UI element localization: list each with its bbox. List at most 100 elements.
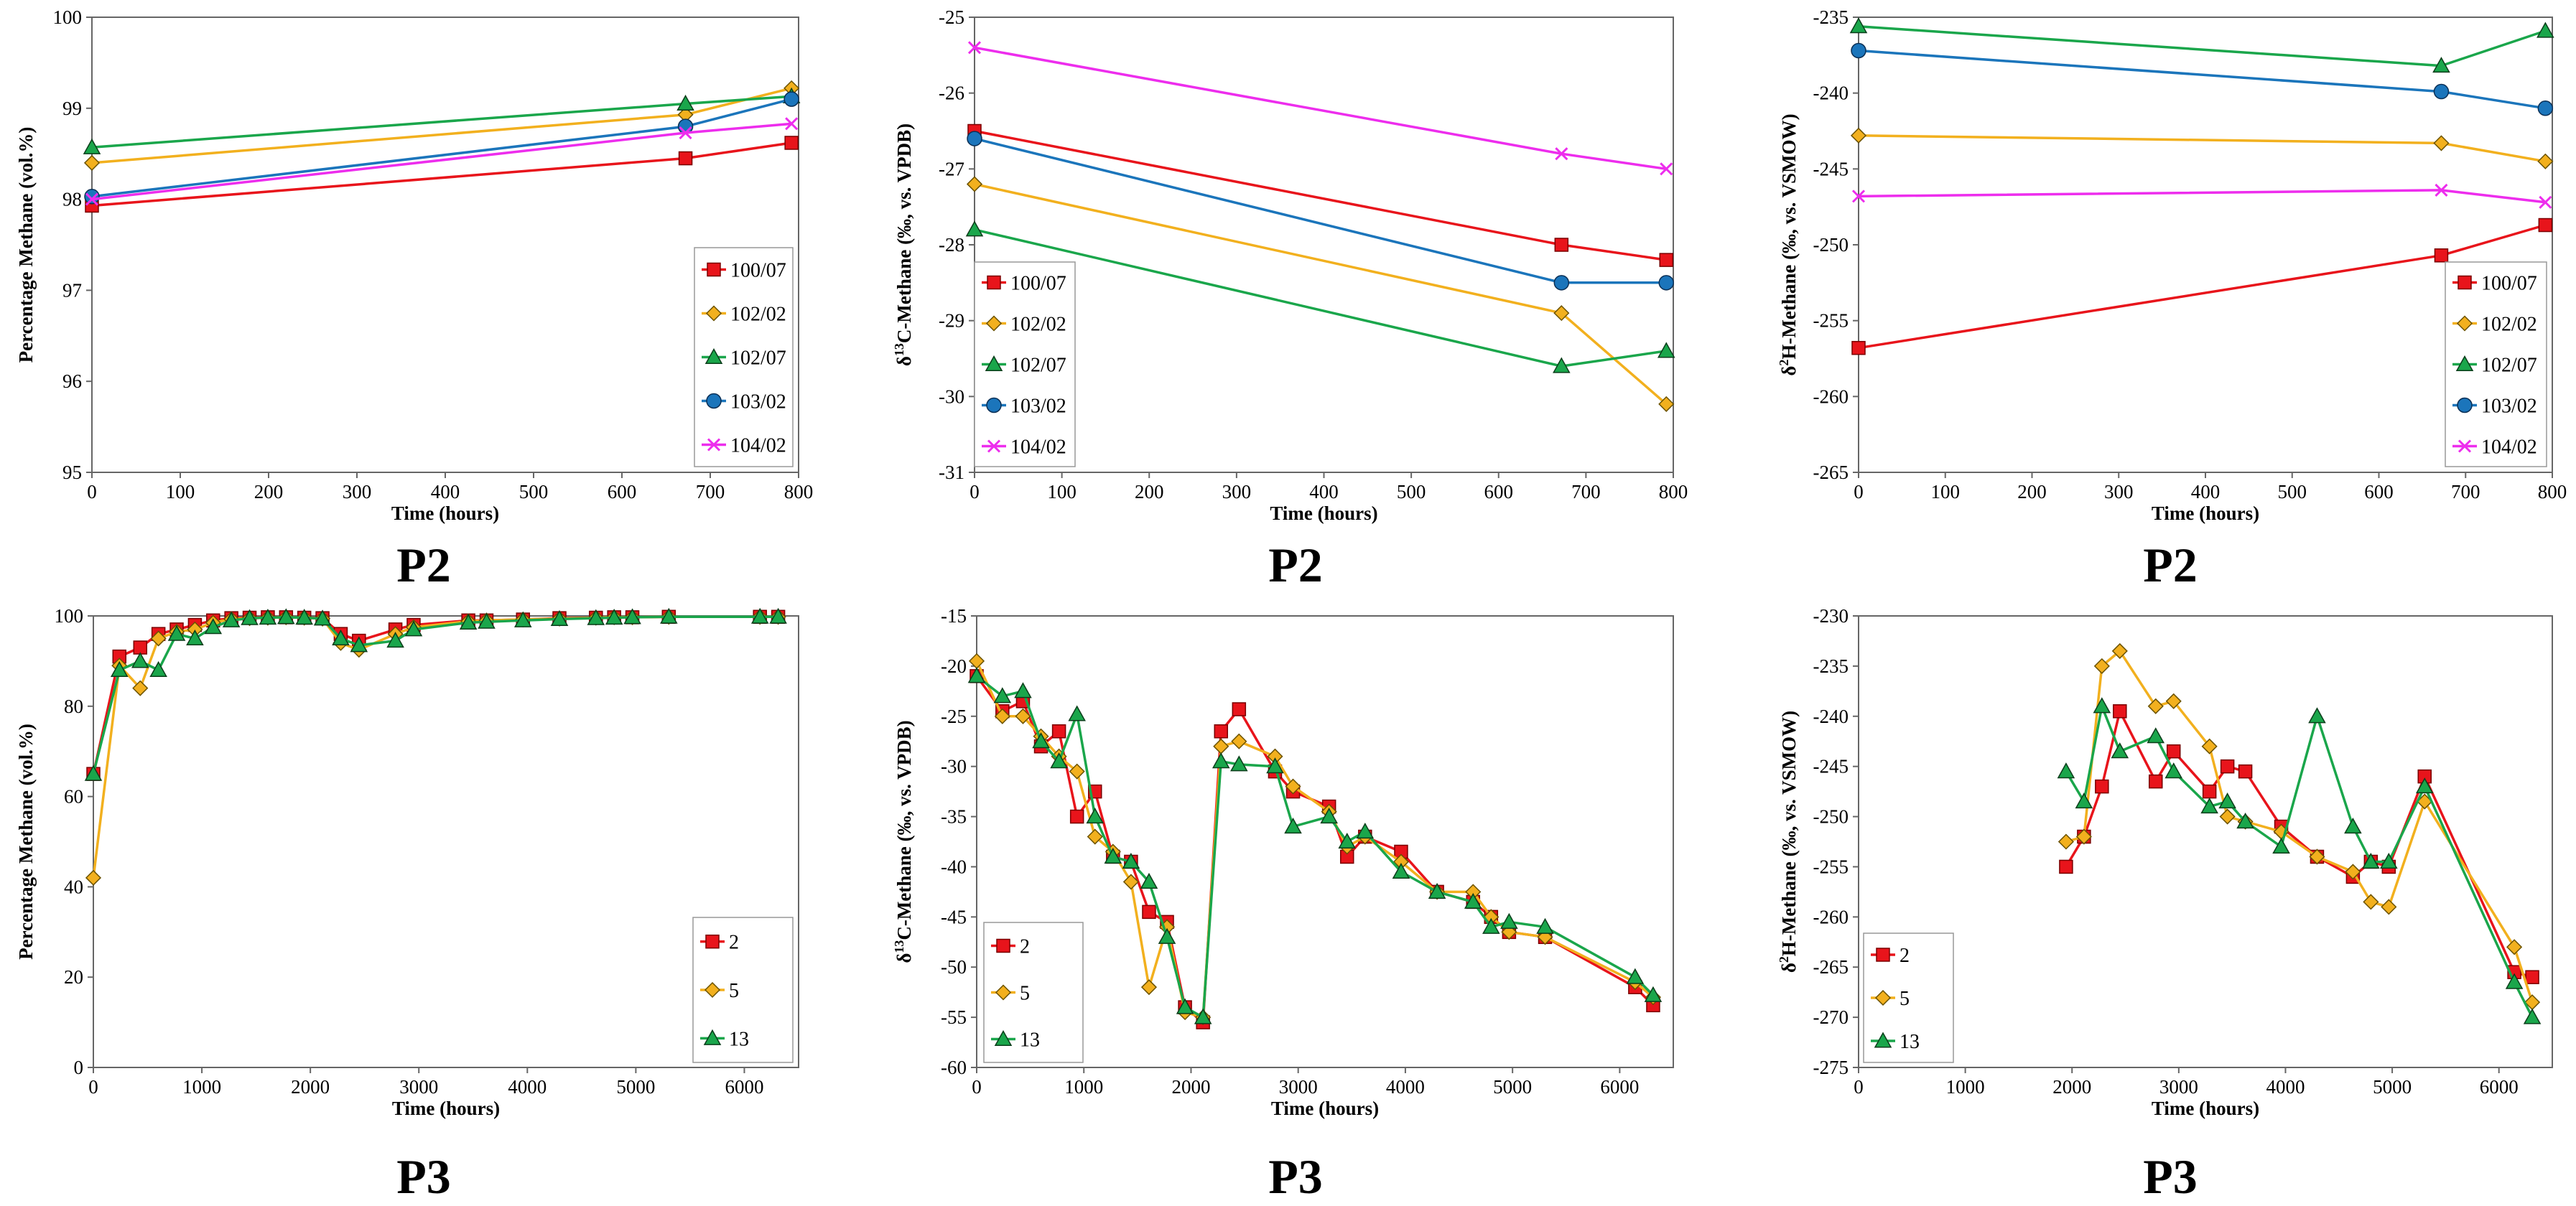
legend-marker: [987, 439, 1001, 453]
legend-marker: [994, 1029, 1013, 1047]
data-point: [1644, 986, 1663, 1002]
y-tick-label: -260: [1813, 385, 1849, 407]
data-point: [550, 609, 569, 626]
x-axis-label: Time (hours): [1270, 502, 1377, 524]
data-point: [1428, 882, 1446, 899]
legend-marker: [1874, 989, 1892, 1006]
data-point: [1338, 832, 1357, 849]
data-point: [966, 176, 983, 192]
x-axis-label: Time (hours): [392, 1098, 500, 1119]
data-point: [1659, 253, 1674, 267]
data-point: [2537, 153, 2554, 169]
x-axis-label: Time (hours): [2152, 1098, 2259, 1119]
data-point: [167, 625, 186, 641]
legend-label: 100/07: [2481, 273, 2537, 295]
data-point: [2537, 100, 2554, 116]
y-tick-label: -30: [939, 385, 964, 407]
data-point: [2538, 218, 2553, 233]
data-point: [513, 611, 532, 627]
x-tick-label: 800: [784, 481, 814, 502]
y-tick-label: -55: [941, 1006, 967, 1028]
y-tick-label: 0: [74, 1057, 84, 1078]
data-point: [2363, 894, 2379, 910]
y-tick-label: -26: [939, 83, 964, 104]
legend-marker: [705, 347, 723, 365]
y-tick-label: -260: [1813, 906, 1849, 927]
y-tick-label: -60: [941, 1057, 967, 1078]
data-point: [1232, 702, 1247, 716]
data-point: [750, 607, 769, 624]
data-point: [2165, 762, 2182, 779]
data-point: [1553, 305, 1570, 322]
data-point: [204, 618, 223, 635]
legend-label: 102/07: [730, 347, 786, 370]
chart-panel-2: -31 -30 -29 -28 -27 -26 -25 0 100 200 300 400 500 600…: [892, 6, 1688, 592]
legend-label: 102/07: [1010, 355, 1066, 377]
x-tick-label: 5000: [1493, 1076, 1532, 1098]
legend-marker: [2458, 275, 2472, 290]
series-102-02: [1850, 127, 2554, 169]
data-point: [2272, 837, 2290, 854]
data-point: [2075, 828, 2092, 845]
x-tick-label: 500: [519, 481, 549, 502]
y-axis-label: δ13C-Methane (‰, vs. VPDB): [892, 123, 915, 366]
y-tick-label: -30: [941, 756, 967, 777]
y-axis-label: δ2H-Methane (‰, vs. VSMOW): [1777, 113, 1800, 375]
y-tick-label: -15: [941, 605, 967, 627]
data-point: [2057, 833, 2074, 850]
data-point: [222, 611, 241, 627]
data-point: [277, 608, 295, 625]
data-point: [2111, 742, 2129, 759]
legend-label: 104/02: [730, 435, 786, 457]
data-point: [1122, 852, 1140, 869]
y-tick-label: -265: [1813, 956, 1849, 978]
data-point: [295, 608, 313, 625]
data-point: [2505, 973, 2524, 989]
x-tick-label: 300: [2104, 481, 2134, 502]
legend-marker: [2458, 439, 2472, 453]
data-point: [1553, 357, 1571, 373]
data-point: [1626, 968, 1645, 984]
legend-label: 102/02: [730, 304, 786, 326]
panel-caption: P2: [1268, 538, 1323, 592]
x-tick-label: 300: [1222, 481, 1252, 502]
data-point: [259, 608, 277, 625]
legend-label: 104/02: [2481, 436, 2537, 459]
legend-marker: [995, 984, 1012, 1001]
data-point: [1554, 238, 1569, 252]
data-point: [2093, 658, 2110, 674]
y-tick-label: -265: [1813, 462, 1849, 483]
legend-marker: [704, 981, 721, 999]
y-tick-label: -20: [941, 655, 967, 677]
data-point: [1069, 809, 1084, 824]
x-tick-label: 1000: [1946, 1076, 1985, 1098]
data-point: [967, 667, 986, 683]
series-102-07: [1849, 17, 2554, 73]
data-point: [241, 609, 259, 625]
data-point: [132, 680, 149, 696]
data-point: [1140, 872, 1158, 889]
data-point: [2220, 759, 2235, 774]
data-point: [1231, 733, 1247, 749]
legend-marker: [2455, 355, 2474, 372]
data-point: [1356, 822, 1375, 839]
data-point: [313, 609, 332, 626]
data-point: [1657, 342, 1675, 358]
panel-caption: P3: [396, 1149, 451, 1204]
y-tick-label: 96: [62, 370, 82, 392]
y-tick-label: -40: [941, 856, 967, 877]
y-tick-label: -245: [1813, 158, 1849, 179]
data-point: [478, 612, 496, 629]
legend-label: 13: [729, 1028, 749, 1050]
data-point: [150, 630, 167, 647]
x-tick-label: 200: [2017, 481, 2047, 502]
data-point: [967, 41, 982, 55]
data-point: [2238, 764, 2253, 779]
series-line: [975, 660, 1655, 1019]
y-tick-label: 100: [55, 605, 84, 627]
data-point: [1660, 162, 1673, 176]
data-point: [1032, 732, 1050, 749]
data-point: [83, 154, 101, 171]
data-point: [1851, 340, 1866, 355]
